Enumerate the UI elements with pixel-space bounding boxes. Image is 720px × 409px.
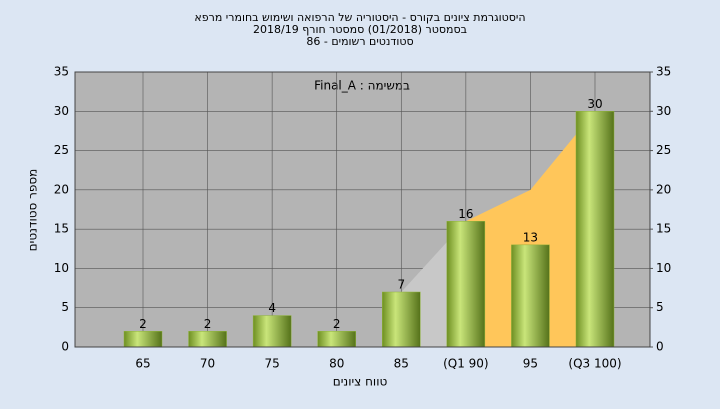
value-label: 13 bbox=[523, 230, 538, 244]
bar bbox=[382, 291, 421, 348]
bar bbox=[511, 244, 550, 348]
y2-tick-label: 15 bbox=[656, 222, 671, 236]
x-tick-label: 75 bbox=[264, 357, 279, 371]
y2-tick-label: 5 bbox=[656, 300, 664, 314]
x-tick-label: (Q1 90) bbox=[443, 357, 489, 371]
x-tick-label: 85 bbox=[394, 357, 409, 371]
y-tick-label: 30 bbox=[54, 104, 69, 118]
bar bbox=[317, 331, 356, 348]
value-label: 7 bbox=[397, 278, 405, 292]
x-tick-label: 65 bbox=[135, 357, 150, 371]
value-label: 16 bbox=[458, 207, 473, 221]
y2-tick-label: 10 bbox=[656, 261, 671, 275]
value-label: 2 bbox=[333, 317, 341, 331]
plot-frame bbox=[74, 71, 651, 348]
y-tick-label: 20 bbox=[54, 182, 69, 196]
bar bbox=[252, 315, 292, 348]
bar bbox=[575, 111, 615, 348]
bar bbox=[123, 331, 163, 348]
value-label: 2 bbox=[139, 317, 147, 331]
chart-subtitle: סטודנטים רשומים - 86 bbox=[306, 35, 413, 48]
y2-tick-label: 30 bbox=[656, 104, 671, 118]
y-axis-label: מספר סטודנטים bbox=[26, 169, 40, 252]
y-tick-label: 10 bbox=[54, 261, 69, 275]
bar bbox=[188, 331, 227, 348]
chart-title: היסטוגרמת ציונים בקורס - היסטוריה של הרפ… bbox=[194, 11, 525, 24]
y-tick-label: 15 bbox=[54, 222, 69, 236]
bar bbox=[446, 221, 486, 348]
x-axis-label: טווח ציונים bbox=[333, 375, 388, 389]
x-tick-label: 70 bbox=[200, 357, 215, 371]
annotation: Final_A : במשימה bbox=[314, 79, 410, 93]
chart-subtitle: בסמסטר (01/2018) סמסטר חורף 2018/19 bbox=[253, 23, 467, 36]
y-tick-label: 5 bbox=[61, 300, 69, 314]
y-tick-label: 35 bbox=[54, 65, 69, 79]
y-tick-label: 0 bbox=[61, 340, 69, 354]
x-tick-label: 80 bbox=[329, 357, 344, 371]
value-label: 2 bbox=[204, 317, 212, 331]
area bbox=[465, 111, 595, 348]
y2-tick-label: 35 bbox=[656, 65, 671, 79]
y2-tick-label: 20 bbox=[656, 182, 671, 196]
value-label: 4 bbox=[268, 301, 276, 315]
y2-tick-label: 0 bbox=[656, 340, 664, 354]
value-label: 30 bbox=[587, 97, 602, 111]
y-tick-label: 25 bbox=[54, 143, 69, 157]
x-tick-label: 95 bbox=[523, 357, 538, 371]
y2-tick-label: 25 bbox=[656, 143, 671, 157]
x-tick-label: (Q3 100) bbox=[568, 357, 621, 371]
